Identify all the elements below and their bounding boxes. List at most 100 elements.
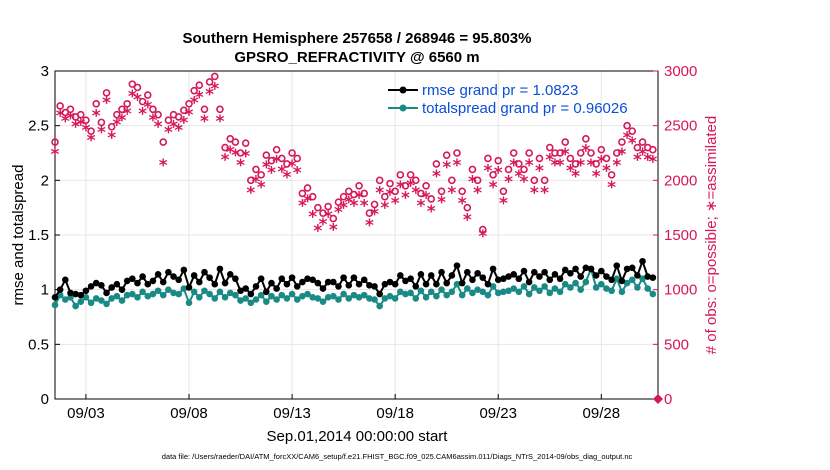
rmse-point <box>438 268 445 276</box>
obs-possible-marker <box>76 110 85 119</box>
rmse-point <box>196 278 203 286</box>
obs-possible-marker <box>308 192 317 201</box>
totalspread-point <box>221 294 229 301</box>
rmse-point <box>608 276 615 284</box>
rmse-point <box>221 279 229 287</box>
obs-assimilated-marker: * <box>447 183 456 203</box>
rmse-point <box>149 277 157 285</box>
x-axis-label: Sep.01,2014 00:00:00 start <box>267 428 449 445</box>
rmse-point <box>510 271 517 278</box>
obs-possible-marker <box>612 149 621 157</box>
obs-possible-marker <box>107 122 116 131</box>
rmse-point <box>427 272 435 279</box>
obs-possible-marker <box>442 151 451 159</box>
obs-assimilated-marker: * <box>288 157 297 177</box>
rmse-point <box>469 276 476 284</box>
obs-possible-marker <box>509 149 518 157</box>
y-axis-right-label: # of obs: o=possible; ∗=assimilated <box>703 116 720 355</box>
totalspread-point <box>458 291 466 299</box>
obs-assimilated-marker: * <box>483 161 492 181</box>
totalspread-point <box>371 296 378 303</box>
rmse-point <box>309 276 316 284</box>
y-tick-label: 1.5 <box>28 227 49 244</box>
obs-assimilated-marker: * <box>458 194 467 214</box>
obs-possible-marker <box>592 160 600 168</box>
obs-possible-marker <box>556 149 564 157</box>
rmse-point <box>335 283 342 290</box>
obs-assimilated-marker: * <box>128 87 137 107</box>
totalspread-point <box>350 291 358 299</box>
rmse-point <box>87 283 95 290</box>
obs-possible-marker <box>97 118 106 127</box>
totalspread-point <box>175 290 182 298</box>
obs-possible-marker <box>515 160 523 168</box>
rmse-point <box>458 279 466 287</box>
chart-title: Southern Hemisphere 257658 / 268946 = 95… <box>183 30 532 47</box>
rmse-point <box>366 281 373 289</box>
totalspread-point <box>572 279 579 287</box>
obs-possible-marker <box>571 160 580 168</box>
obs-assimilated-marker: * <box>535 161 544 181</box>
obs-possible-marker <box>113 110 121 119</box>
totalspread-point <box>268 292 275 300</box>
obs-possible-marker <box>226 134 235 143</box>
rmse-point <box>247 290 255 298</box>
obs-possible-marker <box>628 127 637 135</box>
obs-possible-marker <box>396 171 405 179</box>
totalspread-point <box>180 285 188 292</box>
obs-assimilated-marker: * <box>530 183 539 203</box>
totalspread-point <box>98 297 105 304</box>
rmse-point <box>201 268 208 276</box>
totalspread-point <box>185 299 193 307</box>
x-tick-label: 09/28 <box>583 405 621 422</box>
y-right-tick-label: 2000 <box>664 172 697 189</box>
obs-assimilated-marker: * <box>365 216 374 236</box>
obs-assimilated-marker: * <box>66 109 75 129</box>
rmse-point <box>443 279 450 287</box>
y-tick-label: 0.5 <box>28 336 49 353</box>
y-tick-label: 1 <box>41 282 49 299</box>
x-tick-label: 09/08 <box>170 405 208 422</box>
rmse-point <box>603 273 610 280</box>
rmse-point <box>77 291 85 299</box>
obs-possible-marker <box>478 225 487 234</box>
rmse-point <box>350 274 358 281</box>
totalspread-point <box>464 285 471 292</box>
obs-possible-marker <box>417 189 425 198</box>
rmse-point <box>62 276 69 284</box>
totalspread-point <box>299 292 306 300</box>
y-tick-label: 2.5 <box>28 118 49 135</box>
totalspread-point <box>92 295 100 302</box>
obs-possible-marker <box>303 184 312 192</box>
obs-assimilated-marker: * <box>195 88 204 108</box>
obs-possible-marker <box>484 154 492 163</box>
totalspread-point <box>510 285 517 292</box>
obs-possible-marker <box>473 176 482 185</box>
obs-assimilated-marker: * <box>607 178 616 198</box>
obs-assimilated-marker: * <box>164 123 173 143</box>
totalspread-point <box>417 287 425 295</box>
obs-possible-marker <box>582 134 590 143</box>
rmse-point <box>129 275 136 283</box>
totalspread-point <box>366 295 373 302</box>
totalspread-point <box>469 289 476 297</box>
obs-possible-marker <box>411 176 420 185</box>
obs-assimilated-marker: * <box>360 196 369 216</box>
obs-possible-marker <box>540 176 549 185</box>
rmse-point <box>108 284 115 291</box>
obs-possible-marker <box>453 149 461 157</box>
obs-possible-marker <box>257 171 265 179</box>
legend-spread-marker <box>399 104 407 112</box>
rmse-point <box>376 290 383 298</box>
totalspread-point <box>531 284 538 291</box>
obs-assimilated-marker: * <box>169 118 178 138</box>
totalspread-point <box>613 275 621 283</box>
totalspread-point <box>567 284 574 291</box>
totalspread-point <box>623 279 631 287</box>
totalspread-point <box>165 286 172 293</box>
obs-assimilated-marker: * <box>602 161 611 181</box>
rmse-point <box>299 278 306 286</box>
obs-possible-marker <box>298 189 307 198</box>
obs-assimilated-marker: * <box>453 156 462 176</box>
obs-assimilated-marker: * <box>623 129 632 149</box>
